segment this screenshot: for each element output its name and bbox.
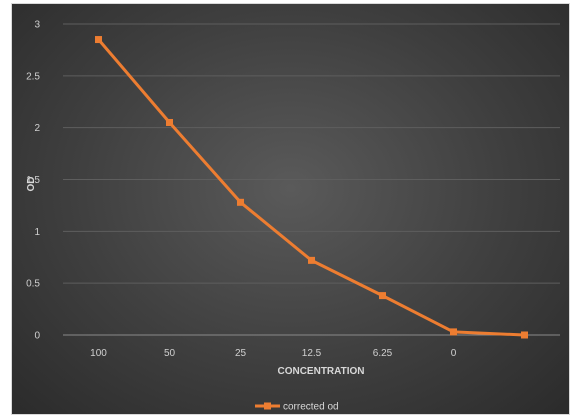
- legend: corrected od: [255, 402, 339, 413]
- x-tick-label: 6.25: [373, 348, 393, 359]
- x-tick-labels: 100 50 25 12.5 6.25 0: [90, 348, 457, 359]
- legend-label: corrected od: [283, 402, 339, 413]
- y-tick-label: 0: [34, 331, 40, 342]
- data-point: [166, 118, 173, 126]
- y-tick-label: 2: [34, 123, 40, 134]
- x-tick-label: 0: [451, 348, 457, 359]
- legend-marker: [264, 402, 271, 410]
- y-tick-label: 2.5: [26, 71, 40, 82]
- y-tick-label: 0.5: [26, 279, 40, 290]
- y-tick-label: 1: [34, 227, 40, 238]
- y-tick-labels: 0 0.5 1 1.5 2 2.5 3: [26, 20, 40, 342]
- x-tick-label: 12.5: [302, 348, 322, 359]
- y-axis-title: OD: [26, 177, 37, 192]
- series-line: [97, 38, 526, 337]
- data-point: [95, 36, 102, 44]
- y-tick-label: 3: [34, 20, 40, 31]
- data-point: [450, 328, 457, 336]
- y-tick-label: 1.5: [26, 175, 40, 186]
- chart-area: 0 0.5 1 1.5 2 2.5 3 100 50 25 12.5 6.25 0 OD CONCEN…: [11, 3, 570, 415]
- x-tick-label: 100: [90, 348, 107, 359]
- data-point: [308, 256, 315, 264]
- series-layer: [95, 36, 528, 339]
- gridlines: [63, 23, 560, 336]
- x-tick-label: 25: [235, 348, 247, 359]
- data-point: [237, 198, 244, 206]
- x-axis-title: CONCENTRATION: [277, 366, 364, 377]
- x-tick-label: 50: [164, 348, 176, 359]
- data-point: [379, 292, 386, 300]
- chart-svg: 0 0.5 1 1.5 2 2.5 3 100 50 25 12.5 6.25 0 OD CONCEN…: [26, 20, 560, 413]
- data-point: [521, 331, 528, 339]
